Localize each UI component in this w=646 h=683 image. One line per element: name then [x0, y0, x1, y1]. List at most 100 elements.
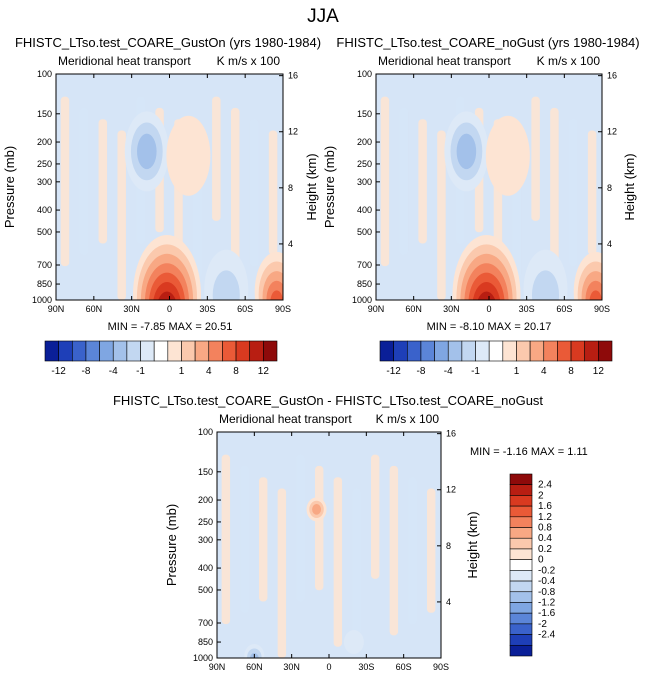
panel-title: FHISTC_LTso.test_COARE_GustOn - FHISTC_L…	[113, 393, 543, 408]
colorbar-swatch	[598, 340, 613, 362]
colorbar-swatch	[140, 340, 155, 362]
colorbar-swatch	[249, 340, 264, 362]
y2-tick-label: 16	[288, 71, 298, 81]
contour-streak	[98, 119, 108, 244]
x-tick-label: 30N	[283, 662, 300, 672]
y-tick-label: 400	[357, 205, 372, 215]
contour-level	[312, 504, 321, 515]
colorbar-label: 8	[568, 366, 574, 377]
panel-units-label: K m/s x 100	[537, 54, 601, 68]
x-tick-label: 30N	[443, 304, 460, 314]
y-tick-label: 700	[37, 260, 52, 270]
contour-level	[212, 270, 240, 300]
y-tick-label: 500	[357, 227, 372, 237]
x-tick-label: 60S	[237, 304, 253, 314]
colorbar-label: -1.2	[538, 597, 556, 608]
colorbar-swatch	[529, 340, 545, 362]
y-tick-label: 200	[357, 137, 372, 147]
x-tick-label: 60S	[556, 304, 572, 314]
colorbar-swatch	[509, 548, 533, 560]
colorbar-label: -12	[51, 366, 66, 377]
contour-level	[270, 290, 283, 300]
colorbar-label: 2.4	[538, 480, 552, 491]
contour-streak	[315, 465, 324, 591]
y-tick-label: 1000	[352, 295, 372, 305]
contour-streak	[531, 96, 540, 221]
colorbar-swatch	[509, 602, 533, 614]
colorbar-swatch	[509, 623, 533, 635]
colorbar-swatch	[509, 484, 533, 496]
y-axis-label: Pressure (mb)	[164, 504, 179, 586]
contour-streak	[333, 477, 343, 647]
colorbar-swatch	[167, 340, 182, 362]
colorbar-swatch	[420, 340, 435, 362]
y2-tick-label: 4	[607, 239, 612, 249]
y-tick-label: 150	[37, 109, 52, 119]
y-tick-label: 1000	[193, 653, 213, 663]
y-tick-label: 150	[357, 109, 372, 119]
y2-tick-label: 16	[607, 71, 617, 81]
colorbar-swatch	[263, 340, 278, 362]
colorbar-label: 1	[514, 366, 520, 377]
background-field	[217, 432, 441, 658]
contour-streak	[268, 130, 278, 255]
colorbar-label: -0.4	[538, 576, 556, 587]
y-tick-label: 700	[357, 260, 372, 270]
y-tick-label: 250	[198, 517, 213, 527]
y-axis-label: Pressure (mb)	[2, 146, 17, 228]
colorbar-swatch	[509, 505, 533, 518]
colorbar-swatch	[502, 340, 517, 362]
colorbar-swatch	[509, 612, 533, 625]
y-tick-label: 850	[37, 279, 52, 289]
y-tick-label: 300	[357, 177, 372, 187]
contour-streak	[79, 107, 89, 255]
y-tick-label: 500	[198, 585, 213, 595]
contour-streak	[117, 130, 126, 300]
colorbar-swatch	[434, 340, 449, 362]
colorbar-label: -12	[386, 366, 401, 377]
y-tick-label: 200	[37, 137, 52, 147]
heatmap-plot: 90N 60N 30N 0 30S 60S 90S 100 150 200 250 300 400 500…	[352, 69, 617, 314]
colorbar-gust-on: -12 -8 -4 -1 1 4 8 12	[44, 340, 278, 377]
colorbar-swatch	[509, 473, 533, 486]
x-tick-label: 30N	[123, 304, 140, 314]
contour-level	[589, 290, 602, 300]
colorbar-label: -4	[444, 366, 453, 377]
colorbar-no-gust: -12 -8 -4 -1 1 4 8 12	[379, 340, 613, 377]
x-tick-label: 0	[167, 304, 172, 314]
colorbar-label: 1.2	[538, 512, 552, 523]
x-tick-label: 30S	[358, 662, 374, 672]
y-tick-label: 150	[198, 467, 213, 477]
panel-left-label: Meridional heat transport	[219, 412, 352, 426]
y-tick-label: 850	[198, 637, 213, 647]
y-tick-label: 250	[357, 159, 372, 169]
x-tick-label: 60N	[86, 304, 103, 314]
y-tick-label: 300	[198, 535, 213, 545]
colorbar-label: 4	[541, 366, 547, 377]
panel-difference: FHISTC_LTso.test_COARE_GustOn - FHISTC_L…	[113, 393, 588, 672]
x-tick-label: 0	[326, 662, 331, 672]
y2-axis-label: Height (km)	[304, 153, 319, 220]
contour-level	[158, 291, 176, 300]
y-tick-label: 100	[357, 69, 372, 79]
x-tick-label: 90N	[368, 304, 385, 314]
contour-level	[531, 270, 560, 300]
contour-streak	[380, 96, 390, 267]
colorbar-swatch	[509, 527, 533, 539]
colorbar-swatch	[208, 340, 223, 362]
colorbar-label: -2.4	[538, 630, 556, 641]
contour-streak	[230, 107, 240, 278]
y2-tick-label: 8	[288, 183, 293, 193]
colorbar-label: -1.6	[538, 608, 556, 619]
colorbar-label: -4	[109, 366, 118, 377]
contour-streak	[587, 130, 597, 255]
colorbar-swatch	[516, 340, 531, 362]
contour-field	[376, 74, 602, 300]
colorbar-label: 0.2	[538, 544, 552, 555]
colorbar-swatch	[222, 340, 237, 362]
colorbar-label: -1	[471, 366, 480, 377]
colorbar-swatch	[126, 340, 141, 362]
colorbar-swatch	[235, 340, 251, 362]
colorbar-swatch	[475, 340, 490, 362]
